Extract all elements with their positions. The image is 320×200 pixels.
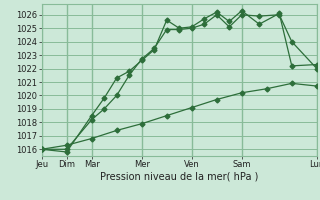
X-axis label: Pression niveau de la mer( hPa ): Pression niveau de la mer( hPa ) [100,172,258,182]
